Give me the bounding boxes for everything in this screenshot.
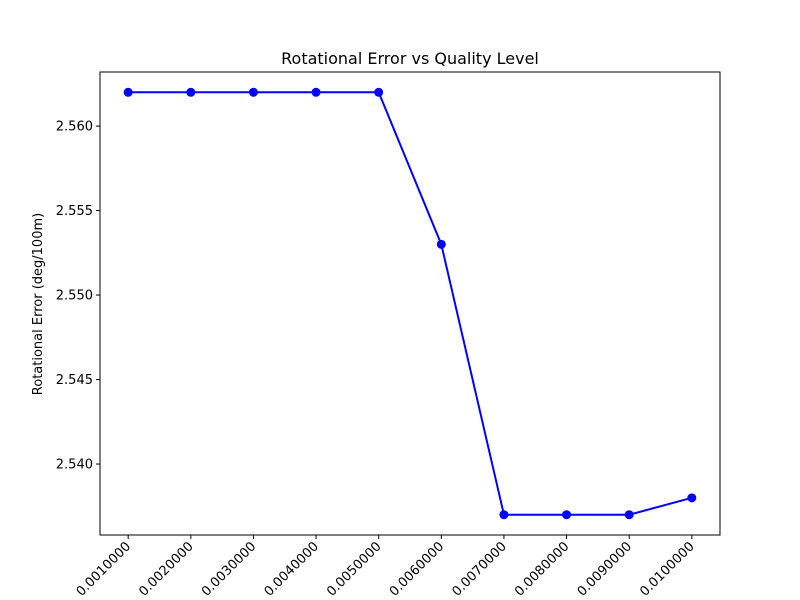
data-point <box>624 510 634 520</box>
y-tick-label: 2.550 <box>56 289 93 304</box>
data-point <box>499 510 509 520</box>
data-point <box>436 239 446 249</box>
series-line <box>128 91 693 516</box>
y-tick-label: 2.560 <box>56 120 93 135</box>
data-point <box>562 510 572 520</box>
data-point <box>374 87 384 97</box>
data-point <box>311 87 321 97</box>
y-tick-label: 2.540 <box>56 458 93 473</box>
data-point <box>248 87 258 97</box>
y-axis-label: Rotational Error (deg/100m) <box>31 213 46 395</box>
data-point <box>123 87 133 97</box>
y-tick-label: 2.545 <box>56 373 93 388</box>
chart-title: Rotational Error vs Quality Level <box>281 49 539 68</box>
data-point <box>687 493 697 503</box>
y-tick-label: 2.555 <box>56 204 93 219</box>
data-point <box>186 87 196 97</box>
plot-frame <box>99 71 721 536</box>
